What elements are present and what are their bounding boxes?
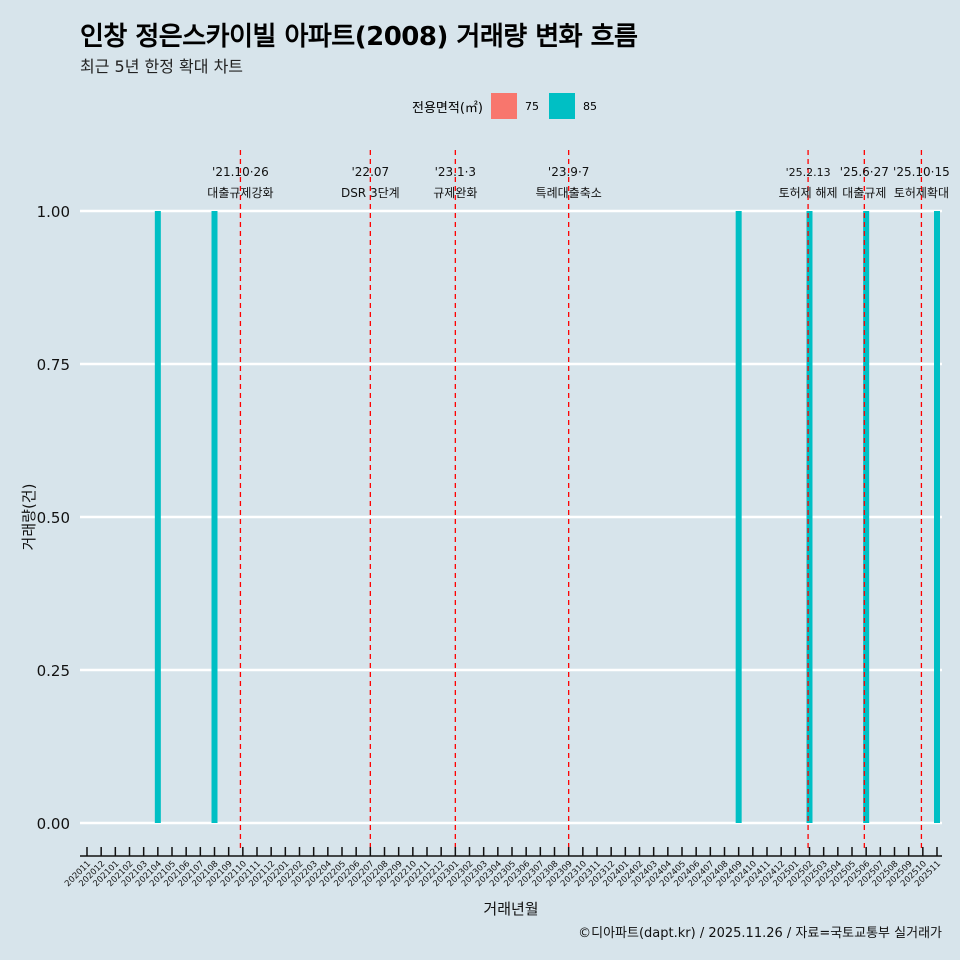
event-label: 토허제확대 <box>894 186 949 200</box>
legend-swatch-85 <box>548 93 575 119</box>
event-date: '21.10·26 <box>212 165 269 179</box>
event-date: '22.07 <box>352 165 390 179</box>
legend-title: 전용면적(㎡) <box>412 100 483 116</box>
event-date: '25.10·15 <box>893 165 950 179</box>
caption: ©디아파트(dapt.kr) / 2025.11.26 / 자료=국토교통부 실… <box>578 926 942 941</box>
event-label: 특례대출축소 <box>536 186 602 200</box>
event-date: '25.6·27 <box>840 165 889 179</box>
event-label: 대출규제 <box>842 186 886 200</box>
bar <box>806 211 813 823</box>
y-tick-label: 0.50 <box>37 509 70 527</box>
legend-swatch-75 <box>490 93 517 119</box>
event-label: DSR 3단계 <box>341 186 400 200</box>
bar <box>863 211 870 823</box>
chart-title: 인창 정은스카이빌 아파트(2008) 거래량 변화 흐름 <box>80 22 638 52</box>
bar <box>934 211 940 823</box>
event-date: '23.9·7 <box>548 165 589 179</box>
legend-label-85: 85 <box>582 99 597 113</box>
y-tick-label: 0.75 <box>37 356 70 374</box>
chart-subtitle: 최근 5년 한정 확대 차트 <box>80 57 244 76</box>
x-axis-title: 거래년월 <box>483 900 538 918</box>
legend: 전용면적(㎡) 75 85 <box>412 93 597 119</box>
y-axis-title: 거래량(건) <box>20 484 38 551</box>
event-date: '25.2.13 <box>786 166 831 179</box>
bar <box>735 211 742 823</box>
event-label: 규제완화 <box>433 186 477 200</box>
y-tick-label: 0.25 <box>37 662 70 680</box>
bar <box>154 211 161 823</box>
legend-label-75: 75 <box>524 99 539 113</box>
event-label: 토허제 해제 <box>779 186 838 200</box>
bar <box>211 211 218 823</box>
event-date: '23.1·3 <box>435 165 476 179</box>
y-tick-label: 1.00 <box>37 203 70 221</box>
y-tick-label: 0.00 <box>37 815 70 833</box>
event-label: 대출규제강화 <box>207 186 273 200</box>
